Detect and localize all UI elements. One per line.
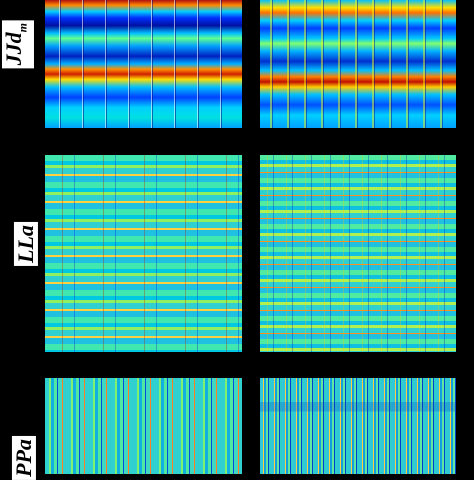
row-label-text: PPa [10,439,36,477]
heatmap [260,155,456,352]
heatmap [260,0,456,128]
row-label: PPa [10,436,36,480]
heatmap [260,378,456,474]
row-label-text: JJd [0,32,26,66]
heatmap [45,155,242,352]
row-label: LLa [12,222,38,266]
heatmap [45,378,242,474]
row-label-text: LLa [12,225,38,263]
row-label-subscript: m [15,23,30,33]
row-label: JJdm [0,20,35,69]
heatmap [45,0,242,128]
